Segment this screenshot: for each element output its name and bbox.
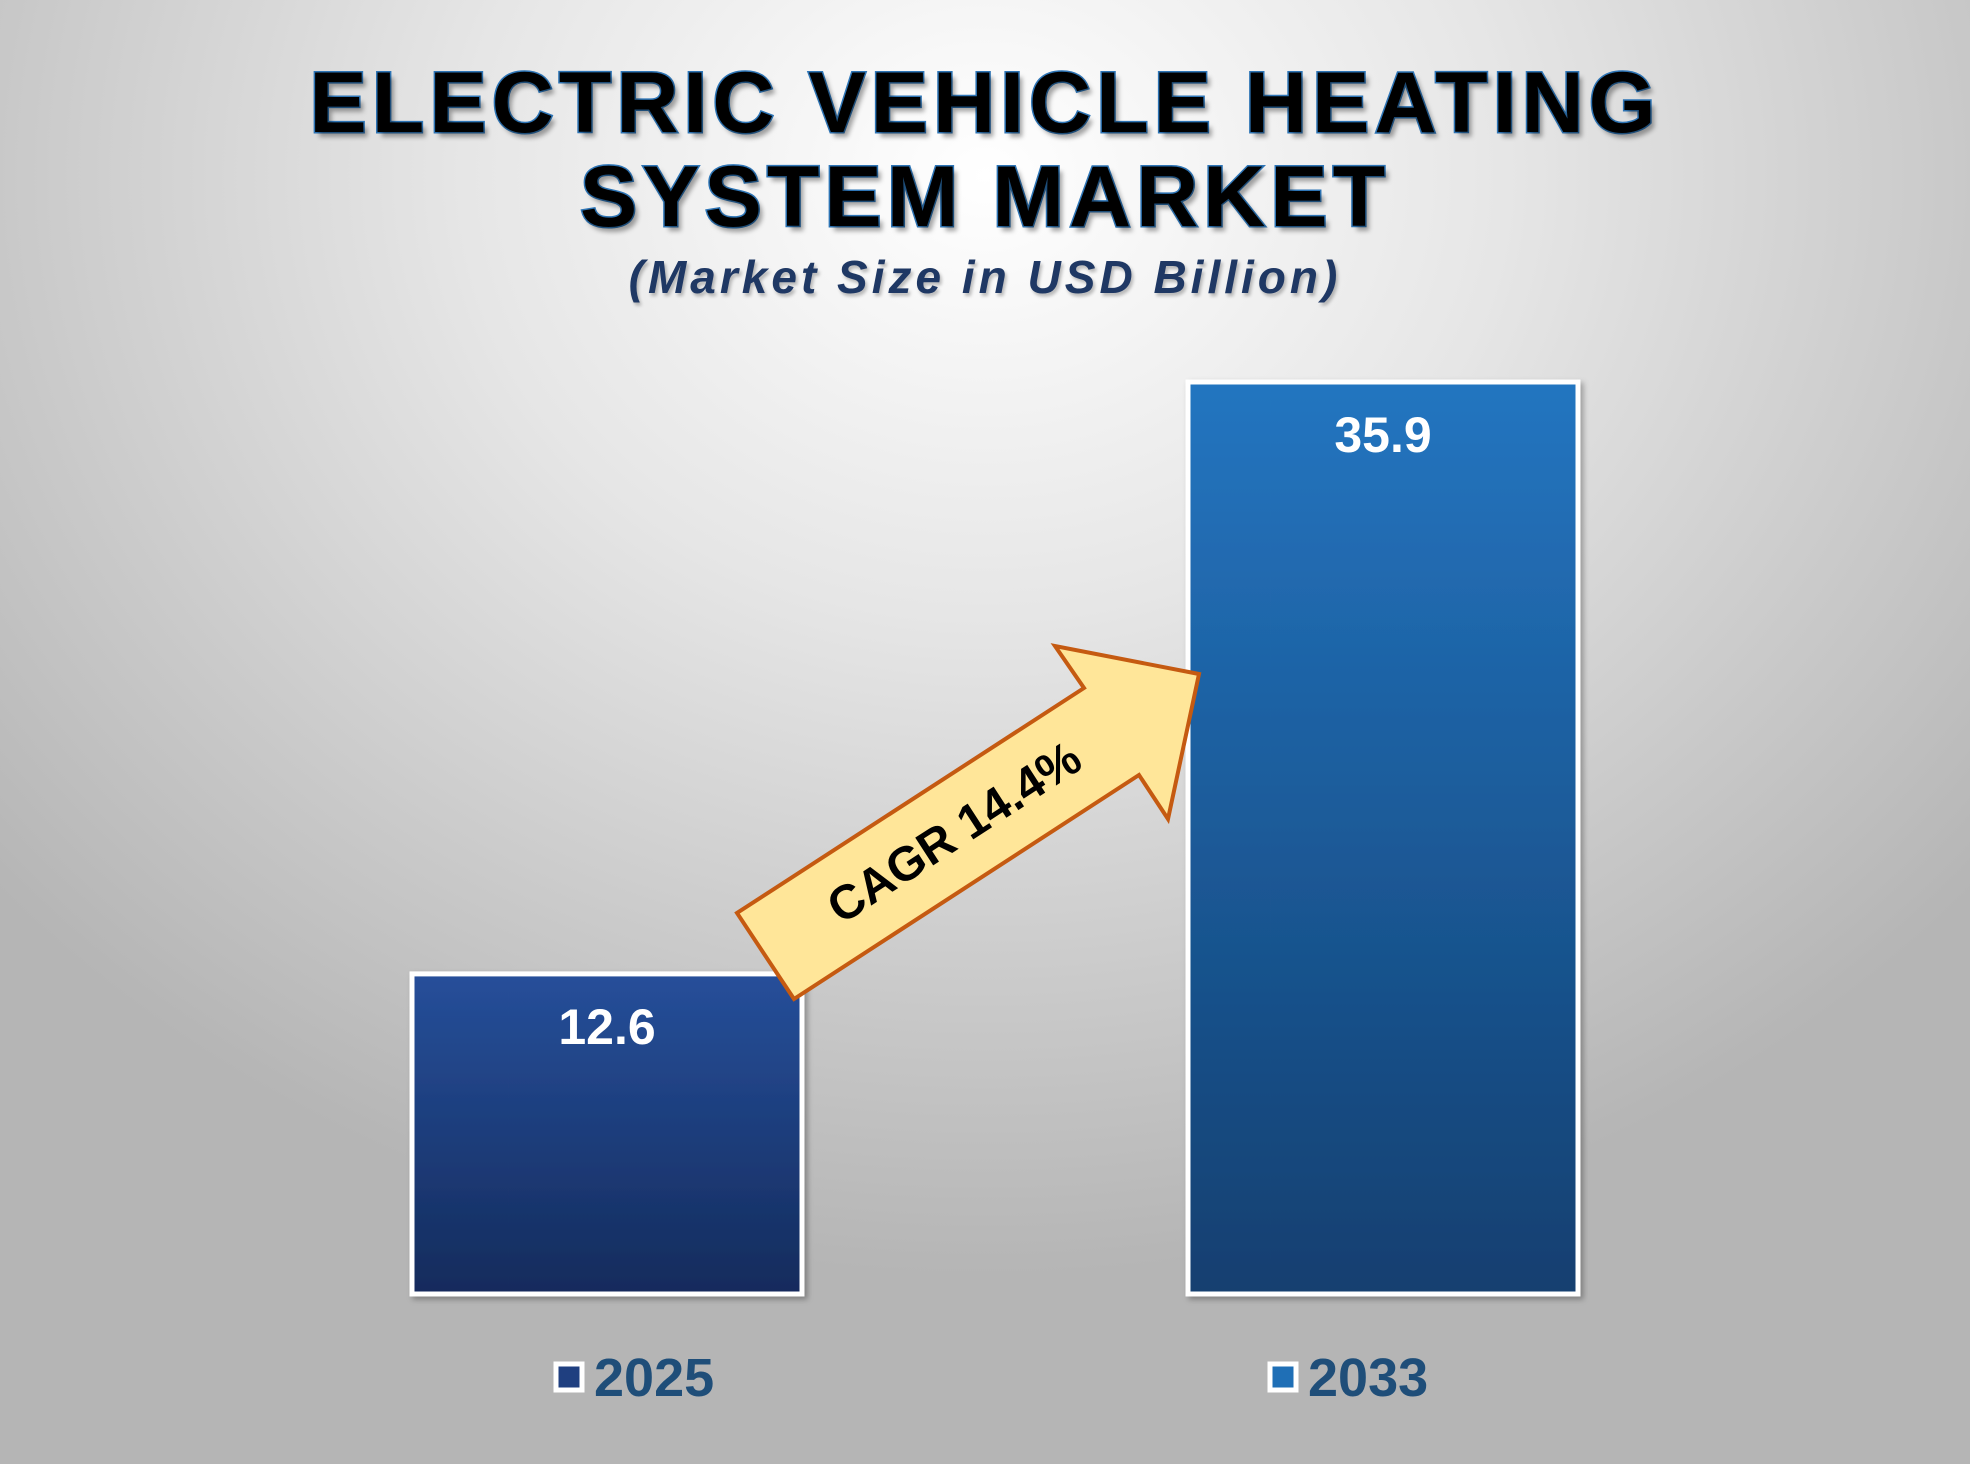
cagr-arrow — [734, 643, 1202, 1002]
legend-label-2025: 2025 — [594, 1348, 714, 1408]
chart-title-line-1: ELECTRIC VEHICLE HEATING — [308, 55, 1661, 151]
legend-swatch-2025 — [553, 1361, 585, 1393]
bar-2025 — [409, 971, 805, 1297]
chart-title-line-2: SYSTEM MARKET — [578, 149, 1391, 245]
data-label-2025: 12.6 — [558, 999, 655, 1055]
legend-label-2033: 2033 — [1308, 1348, 1428, 1408]
legend-swatch-2033 — [1267, 1361, 1299, 1393]
chart-subtitle: (Market Size in USD Billion) — [628, 251, 1342, 303]
bar-2033 — [1185, 379, 1581, 1297]
data-label-2033: 35.9 — [1334, 407, 1431, 463]
